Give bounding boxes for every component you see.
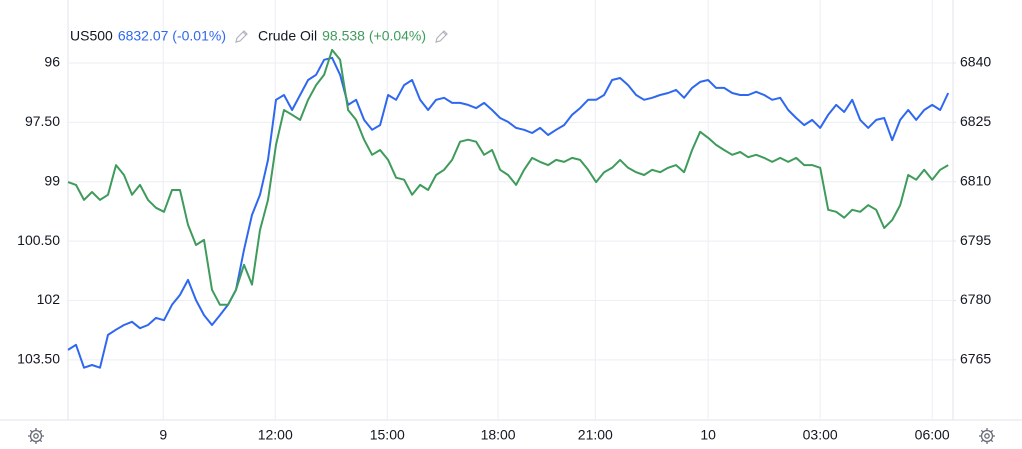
y-tick-label: 102 xyxy=(37,291,61,307)
y2-tick-label: 6810 xyxy=(960,172,991,188)
y-tick-label: 97.50 xyxy=(25,113,60,129)
x-tick-label: 06:00 xyxy=(915,427,950,443)
edit-icon[interactable] xyxy=(235,30,248,43)
plot: 9 12:00 15:00 18:00 21:00 10 03:00 06:00 96 97.50… xyxy=(17,0,991,443)
edit-icon[interactable] xyxy=(435,30,448,43)
y2-tick-label: 6825 xyxy=(960,113,991,129)
x-tick-label: 03:00 xyxy=(803,427,838,443)
x-tick-label: 21:00 xyxy=(578,427,613,443)
edit-icon-shape xyxy=(435,30,448,43)
y-tick-label: 103.50 xyxy=(17,351,60,367)
y2-tick-label: 6765 xyxy=(960,351,991,367)
legend-value: 6832.07 (-0.01%) xyxy=(118,28,226,44)
y2-tick-label: 6840 xyxy=(960,54,991,70)
legend-value: 98.538 (+0.04%) xyxy=(322,28,426,44)
legend-name: Crude Oil xyxy=(258,28,317,44)
legend: US500 6832.07 (-0.01%) Crude Oil 98.538 (+0… xyxy=(70,28,448,44)
x-tick-label: 10 xyxy=(700,427,716,443)
y-tick-label: 99 xyxy=(44,172,60,188)
x-tick-label: 15:00 xyxy=(370,427,405,443)
y-tick-label: 96 xyxy=(44,54,60,70)
legend-name: US500 xyxy=(70,28,113,44)
y-tick-label: 100.50 xyxy=(17,232,60,248)
x-tick-label: 18:00 xyxy=(481,427,516,443)
series-line xyxy=(67,56,950,369)
y2-tick-label: 6780 xyxy=(960,291,991,307)
x-tick-label: 9 xyxy=(159,427,167,443)
y2-tick-label: 6795 xyxy=(960,232,991,248)
settings-right[interactable] xyxy=(979,428,995,444)
settings-left[interactable] xyxy=(28,428,44,444)
edit-icon-shape xyxy=(235,30,248,43)
x-tick-label: 12:00 xyxy=(258,427,293,443)
series-line xyxy=(67,48,949,306)
